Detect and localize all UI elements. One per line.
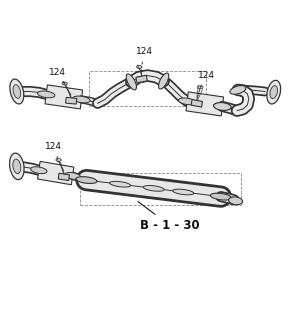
Ellipse shape [13,159,21,174]
Ellipse shape [137,66,142,68]
Text: 124: 124 [49,68,65,84]
Ellipse shape [178,98,196,105]
Polygon shape [37,161,74,185]
Ellipse shape [210,193,231,200]
Polygon shape [191,100,202,107]
Ellipse shape [65,172,81,180]
Polygon shape [45,85,83,109]
Ellipse shape [126,74,137,90]
Ellipse shape [37,91,55,98]
Ellipse shape [31,167,47,174]
Ellipse shape [109,181,131,187]
Ellipse shape [267,80,281,104]
Ellipse shape [214,103,231,110]
Polygon shape [58,173,69,180]
Ellipse shape [13,85,21,98]
Polygon shape [66,97,77,104]
Ellipse shape [76,177,97,183]
Ellipse shape [9,153,24,180]
Text: 124: 124 [198,71,215,87]
Polygon shape [186,92,224,116]
Ellipse shape [62,82,67,85]
Text: 124: 124 [135,47,153,64]
Ellipse shape [229,197,242,205]
Ellipse shape [214,103,231,110]
Ellipse shape [270,86,278,99]
Ellipse shape [230,85,246,94]
Ellipse shape [143,186,164,191]
Text: B - 1 - 30: B - 1 - 30 [138,202,199,232]
Polygon shape [136,75,147,83]
Ellipse shape [158,73,169,89]
Ellipse shape [73,96,90,103]
Text: 124: 124 [45,142,62,157]
Ellipse shape [173,189,194,195]
Ellipse shape [198,86,203,89]
Ellipse shape [10,79,24,104]
Ellipse shape [56,159,61,161]
